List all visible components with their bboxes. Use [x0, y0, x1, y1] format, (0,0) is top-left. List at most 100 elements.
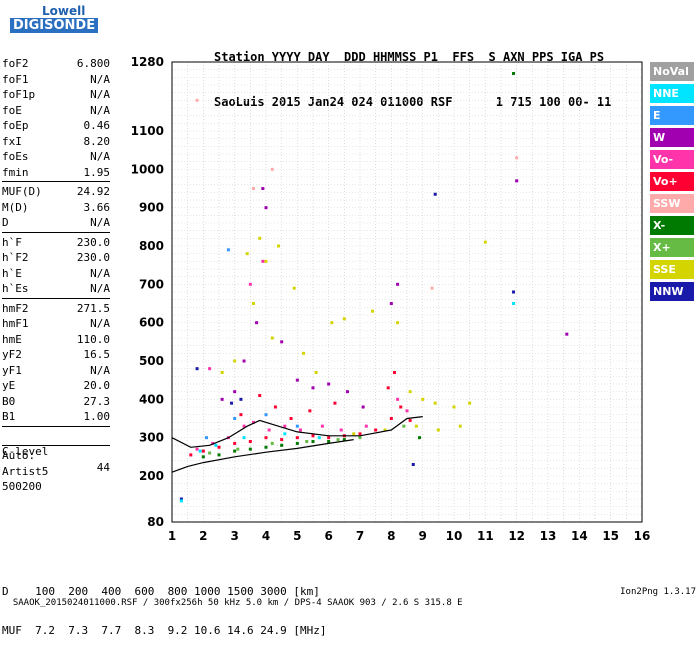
- legend-entry: E: [650, 106, 694, 125]
- data-point: [512, 72, 516, 75]
- y-tick-label: 1000: [131, 162, 164, 176]
- data-point: [280, 438, 284, 442]
- series-x-: [201, 72, 516, 459]
- param-value: N/A: [90, 317, 110, 330]
- data-point: [270, 336, 274, 340]
- data-point: [298, 428, 302, 432]
- param-key: h`Es: [2, 282, 29, 295]
- data-point: [330, 321, 334, 325]
- data-point: [179, 497, 183, 501]
- data-point: [264, 436, 268, 440]
- param-value: 271.5: [76, 301, 110, 315]
- data-point: [295, 436, 299, 440]
- data-point: [280, 340, 284, 344]
- param-value: 0.46: [83, 119, 111, 132]
- data-point: [289, 417, 293, 420]
- param-value: 230.0: [76, 235, 110, 249]
- data-point: [283, 424, 287, 428]
- y-tick-label: 700: [139, 277, 164, 291]
- data-point: [361, 405, 365, 409]
- param-row: M(D) 3.66: [2, 200, 110, 216]
- data-point: [458, 424, 462, 428]
- param-row-clevel: C-level 44: [2, 429, 110, 474]
- header-line-2: SaoLuis 2015 Jan24 024 011000 RSF 1 715 …: [214, 95, 612, 109]
- x-tick-label: 2: [199, 529, 207, 543]
- data-point: [264, 259, 268, 263]
- param-row: yE 20.0: [2, 378, 110, 394]
- param-row: h`F 230.0: [2, 235, 110, 251]
- param-row: D N/A: [2, 215, 110, 231]
- data-point: [411, 463, 415, 466]
- data-point: [512, 290, 516, 294]
- series-ssw: [195, 98, 519, 290]
- param-value: 27.3: [83, 394, 111, 408]
- x-tick-label: 6: [324, 529, 332, 543]
- chart-lines: [171, 416, 423, 473]
- data-point: [383, 428, 387, 432]
- data-point: [204, 436, 208, 440]
- data-point: [339, 428, 343, 432]
- data-point: [327, 382, 331, 386]
- data-point: [414, 424, 418, 428]
- data-point: [214, 443, 218, 447]
- series-nne: [179, 302, 516, 503]
- x-tick-label: 4: [262, 529, 270, 543]
- auto-label: Auto:: [2, 449, 36, 462]
- param-row: MUF(D) 24.92: [2, 184, 110, 200]
- data-point: [261, 187, 265, 190]
- param-key: hmF1: [2, 317, 29, 330]
- param-row: hmF1 N/A: [2, 316, 110, 332]
- param-value: N/A: [90, 72, 110, 86]
- param-key: h`E: [2, 266, 22, 280]
- data-point: [251, 302, 255, 305]
- data-point: [233, 417, 237, 420]
- data-point: [295, 441, 299, 445]
- param-key: fmin: [2, 165, 29, 179]
- data-point: [512, 302, 516, 305]
- profile-line: [171, 439, 354, 473]
- param-key: foE: [2, 103, 22, 117]
- data-point: [320, 424, 324, 428]
- logo-brand: Lowell: [42, 4, 86, 18]
- data-point: [327, 440, 331, 443]
- legend-entry: W: [650, 128, 694, 147]
- data-point: [264, 206, 268, 210]
- param-key: D: [2, 216, 9, 229]
- data-point: [483, 240, 487, 244]
- param-key: h`F2: [2, 251, 29, 264]
- data-point: [280, 443, 284, 447]
- data-point: [258, 236, 262, 240]
- x-tick-label: 14: [571, 529, 588, 543]
- legend-entry: Vo-: [650, 150, 694, 169]
- x-tick-label: 5: [293, 529, 301, 543]
- x-tick-label: 15: [602, 529, 619, 543]
- data-point: [311, 440, 315, 443]
- param-key: h`F: [2, 235, 22, 249]
- data-point: [264, 413, 268, 417]
- param-value: 3.66: [83, 200, 111, 214]
- data-point: [399, 405, 403, 409]
- param-key: B1: [2, 410, 16, 423]
- y-tick-label: 800: [139, 239, 164, 253]
- data-point: [396, 282, 400, 286]
- station-header: Station YYYY DAY DDD HHMMSS P1 FFS S AXN…: [214, 20, 694, 125]
- param-key: M(D): [2, 200, 29, 214]
- y-tick-label: 1100: [131, 124, 164, 138]
- series-vo-: [189, 371, 412, 457]
- data-point: [242, 436, 246, 440]
- data-point: [230, 401, 234, 405]
- data-point: [248, 447, 252, 451]
- data-point: [327, 436, 331, 440]
- data-point: [233, 390, 237, 394]
- param-value: 1.00: [83, 410, 111, 423]
- data-point: [208, 367, 212, 371]
- x-tick-label: 1: [168, 529, 176, 543]
- data-point: [305, 440, 309, 443]
- data-point: [233, 359, 237, 363]
- data-point: [389, 417, 393, 420]
- data-point: [345, 390, 349, 394]
- data-point: [565, 332, 569, 336]
- data-point: [233, 441, 237, 445]
- param-value: 1.95: [83, 165, 111, 179]
- data-point: [245, 252, 249, 256]
